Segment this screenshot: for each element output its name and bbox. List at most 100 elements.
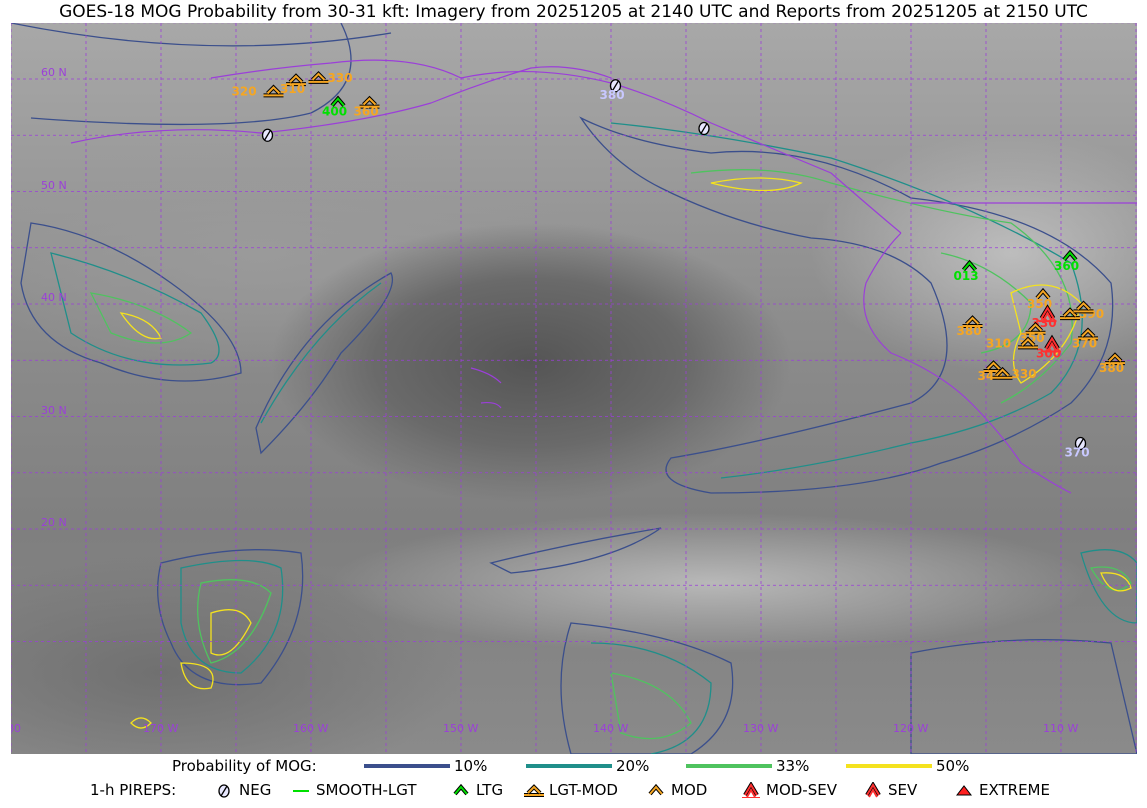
legend-label: EXTREME xyxy=(979,781,1050,799)
pirep-altitude-label: 320 xyxy=(232,84,257,98)
ltg-pirep-icon xyxy=(1062,249,1078,262)
lgt-mod-pirep-icon xyxy=(1078,327,1098,341)
legend-swatch xyxy=(364,764,450,768)
longitude-label: 160 W xyxy=(293,722,329,735)
neg-pirep-icon xyxy=(261,128,274,142)
ltg-pirep-icon xyxy=(453,783,469,796)
probability-legend-label: Probability of MOG: xyxy=(172,757,317,775)
pirep-report[interactable] xyxy=(698,121,710,136)
pirep-legend-item-neg: NEG xyxy=(213,781,271,799)
legend-label: 10% xyxy=(454,757,488,775)
ltg-pirep-icon xyxy=(961,259,978,272)
pirep-report[interactable]: 310 xyxy=(280,73,306,96)
line-icon xyxy=(293,790,309,792)
pirep-report[interactable]: 013 xyxy=(954,259,979,283)
contour-20pct xyxy=(50,122,1137,754)
lgt-mod-pirep-icon xyxy=(359,95,380,109)
legend-label: 33% xyxy=(776,757,810,775)
pirep-report[interactable]: 350 xyxy=(1020,321,1046,345)
pirep-report[interactable]: 320 xyxy=(232,84,284,98)
pirep-report[interactable]: 310 xyxy=(986,336,1038,350)
longitude-label: 130 W xyxy=(743,722,779,735)
pirep-legend-item-mod: MOD xyxy=(645,781,707,799)
pirep-altitude-label: 360 xyxy=(1054,259,1079,273)
legend-item-20pct: 20% xyxy=(526,757,649,775)
pirep-altitude-label: 013 xyxy=(954,269,979,283)
legend-label: LTG xyxy=(476,781,504,799)
satellite-map[interactable]: 380 370 310 330 320 400 360 013 360 350 330 390 380 3… xyxy=(11,23,1137,754)
pirep-report[interactable]: 360 xyxy=(354,95,380,119)
pirep-altitude-label: 380 xyxy=(600,88,625,102)
pirep-altitude-label: 300 xyxy=(1036,347,1061,361)
latitude-label: 20 N xyxy=(41,516,67,529)
legend-label: SEV xyxy=(888,781,918,799)
pirep-report[interactable]: 400 xyxy=(322,95,347,119)
contour-33pct xyxy=(89,169,1132,740)
filled-triangle-icon xyxy=(955,785,973,796)
double-caret-bar-icon xyxy=(742,782,760,798)
pirep-altitude-label: 360 xyxy=(354,105,379,119)
caret-icon xyxy=(453,783,469,796)
longitude-label: 180 xyxy=(11,722,21,735)
longitude-label: 110 W xyxy=(1043,722,1079,735)
legend-label: MOD-SEV xyxy=(766,781,837,799)
pirep-legend-label: 1-h PIREPS: xyxy=(90,781,177,799)
pirep-report[interactable]: 330 xyxy=(308,71,353,85)
contour-10pct xyxy=(20,222,1137,754)
pirep-altitude-label: 380 xyxy=(957,324,982,338)
pirep-altitude-label: 310 xyxy=(986,336,1011,350)
pirep-report[interactable]: 380 xyxy=(600,79,625,102)
legend-label: LGT-MOD xyxy=(549,781,618,799)
neg-pirep-icon xyxy=(218,784,230,798)
coastline-alaska xyxy=(210,59,902,234)
pirep-report[interactable]: 300 xyxy=(1036,334,1061,361)
legend-label: SMOOTH-LGT xyxy=(316,781,417,799)
lgt-mod-pirep-icon xyxy=(1073,300,1094,314)
legend-swatch xyxy=(846,764,932,768)
longitude-label: 170 W xyxy=(143,722,179,735)
legend-label: 50% xyxy=(936,757,970,775)
pirep-report[interactable] xyxy=(261,128,274,142)
mod-sev-pirep-icon xyxy=(742,782,760,798)
legend-item-50pct: 50% xyxy=(846,757,969,775)
caret-bar-icon xyxy=(524,784,544,797)
extreme-pirep-icon xyxy=(955,785,973,796)
map-title: GOES-18 MOG Probability from 30-31 kft: … xyxy=(59,2,1088,22)
pirep-legend-item-sev: SEV xyxy=(862,781,917,799)
latitude-label: 40 N xyxy=(41,291,67,304)
latitude-label: 60 N xyxy=(41,66,67,79)
sev-pirep-icon xyxy=(865,782,881,798)
lgt-mod-pirep-icon xyxy=(263,84,284,98)
double-caret-icon xyxy=(865,782,881,798)
mod-pirep-icon xyxy=(1035,287,1051,300)
legend-label: 20% xyxy=(616,757,650,775)
mod-sev-pirep-icon xyxy=(1043,334,1061,353)
pirep-report[interactable]: 370 xyxy=(1072,327,1098,350)
longitude-label: 140 W xyxy=(593,722,629,735)
pirep-report[interactable]: 380 xyxy=(1099,352,1125,375)
lgt-mod-pirep-icon xyxy=(308,71,329,84)
legend-label: MOD xyxy=(671,781,708,799)
pirep-altitude-label: 400 xyxy=(322,105,347,119)
lgt-mod-pirep-icon xyxy=(1105,352,1125,366)
pirep-legend-item-smooth-lgt: SMOOTH-LGT xyxy=(290,781,417,799)
lgt-mod-pirep-icon xyxy=(286,73,306,87)
pirep-altitude-label: 390 xyxy=(1079,307,1104,321)
pirep-legend-item-lgt-mod: LGT-MOD xyxy=(523,781,618,799)
pirep-report[interactable]: 360 xyxy=(1054,249,1079,273)
latitude-label: 50 N xyxy=(41,178,67,192)
mod-pirep-icon xyxy=(648,783,664,796)
lgt-mod-pirep-icon xyxy=(1060,307,1080,321)
lgt-mod-pirep-icon xyxy=(992,366,1013,380)
pirep-report[interactable]: 380 xyxy=(957,315,983,338)
pirep-altitude-label: 330 xyxy=(328,71,353,85)
pirep-altitude-label: 370 xyxy=(1065,446,1090,460)
pirep-report[interactable]: 330 xyxy=(992,366,1037,381)
pirep-report[interactable] xyxy=(1073,300,1094,314)
longitude-label: 150 W xyxy=(443,722,479,735)
pirep-report[interactable]: 370 xyxy=(1065,436,1090,460)
contour-10pct xyxy=(11,23,1114,494)
pirep-report[interactable]: 390 xyxy=(1060,307,1104,321)
legend-item-10pct: 10% xyxy=(364,757,487,775)
